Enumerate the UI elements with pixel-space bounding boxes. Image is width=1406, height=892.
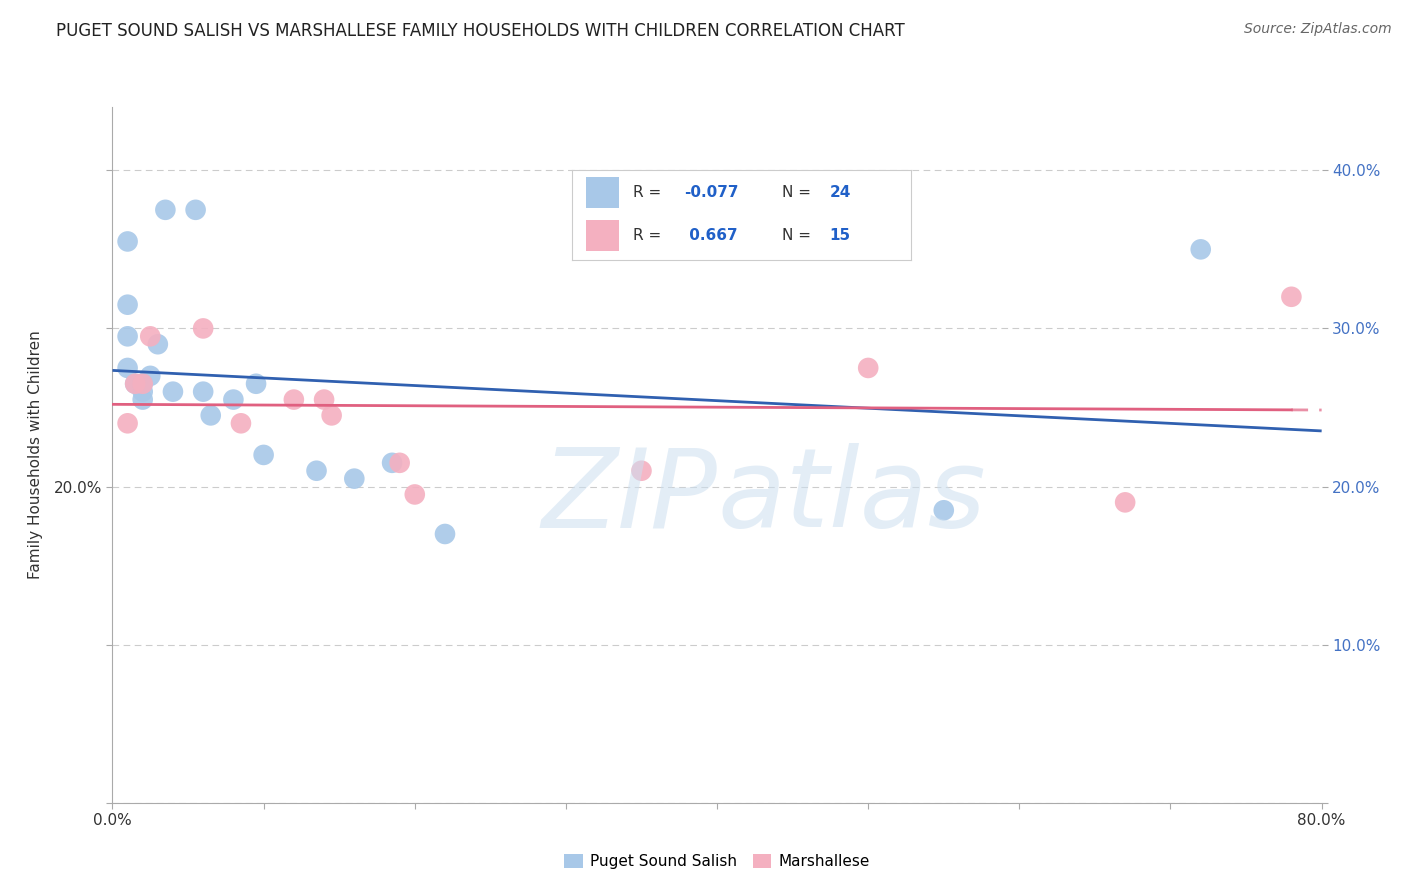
Text: R =: R = bbox=[633, 185, 666, 200]
Point bbox=[124, 376, 146, 391]
Text: N =: N = bbox=[782, 185, 815, 200]
Point bbox=[283, 392, 305, 407]
Point bbox=[117, 329, 139, 343]
Point bbox=[1189, 243, 1212, 257]
Point bbox=[1114, 495, 1136, 509]
Text: atlas: atlas bbox=[717, 443, 986, 550]
Point bbox=[229, 417, 252, 431]
Point bbox=[124, 376, 146, 391]
Point bbox=[162, 384, 184, 399]
Point bbox=[139, 329, 162, 343]
Point bbox=[856, 360, 880, 375]
Text: N =: N = bbox=[782, 228, 815, 244]
Point bbox=[132, 384, 155, 399]
Point bbox=[932, 503, 955, 517]
Point bbox=[200, 409, 222, 423]
Point bbox=[117, 360, 139, 375]
Point bbox=[191, 384, 214, 399]
Point bbox=[404, 487, 426, 501]
Text: R =: R = bbox=[633, 228, 666, 244]
Point bbox=[388, 456, 411, 470]
Point bbox=[222, 392, 245, 407]
Text: -0.077: -0.077 bbox=[683, 185, 738, 200]
Point bbox=[1279, 290, 1302, 304]
Text: 15: 15 bbox=[830, 228, 851, 244]
FancyBboxPatch shape bbox=[585, 177, 620, 208]
Point bbox=[132, 376, 155, 391]
Text: PUGET SOUND SALISH VS MARSHALLESE FAMILY HOUSEHOLDS WITH CHILDREN CORRELATION CH: PUGET SOUND SALISH VS MARSHALLESE FAMILY… bbox=[56, 22, 905, 40]
Point bbox=[245, 376, 267, 391]
Point bbox=[321, 409, 343, 423]
Point bbox=[191, 321, 214, 335]
Text: ZIP: ZIP bbox=[541, 443, 717, 550]
Text: 24: 24 bbox=[830, 185, 851, 200]
Y-axis label: Family Households with Children: Family Households with Children bbox=[28, 331, 42, 579]
Point bbox=[117, 298, 139, 312]
Point bbox=[381, 456, 404, 470]
Point bbox=[253, 448, 276, 462]
Point bbox=[139, 368, 162, 383]
Point bbox=[132, 376, 155, 391]
Text: 0.667: 0.667 bbox=[683, 228, 737, 244]
Point bbox=[132, 392, 155, 407]
Point bbox=[433, 527, 456, 541]
Point bbox=[343, 472, 366, 486]
FancyBboxPatch shape bbox=[585, 220, 620, 251]
Point bbox=[184, 202, 207, 217]
Point bbox=[117, 417, 139, 431]
Point bbox=[117, 235, 139, 249]
Point bbox=[146, 337, 169, 351]
Point bbox=[155, 202, 177, 217]
Text: Source: ZipAtlas.com: Source: ZipAtlas.com bbox=[1244, 22, 1392, 37]
Point bbox=[314, 392, 336, 407]
Legend: Puget Sound Salish, Marshallese: Puget Sound Salish, Marshallese bbox=[558, 848, 876, 875]
Point bbox=[305, 464, 328, 478]
Point bbox=[630, 464, 652, 478]
